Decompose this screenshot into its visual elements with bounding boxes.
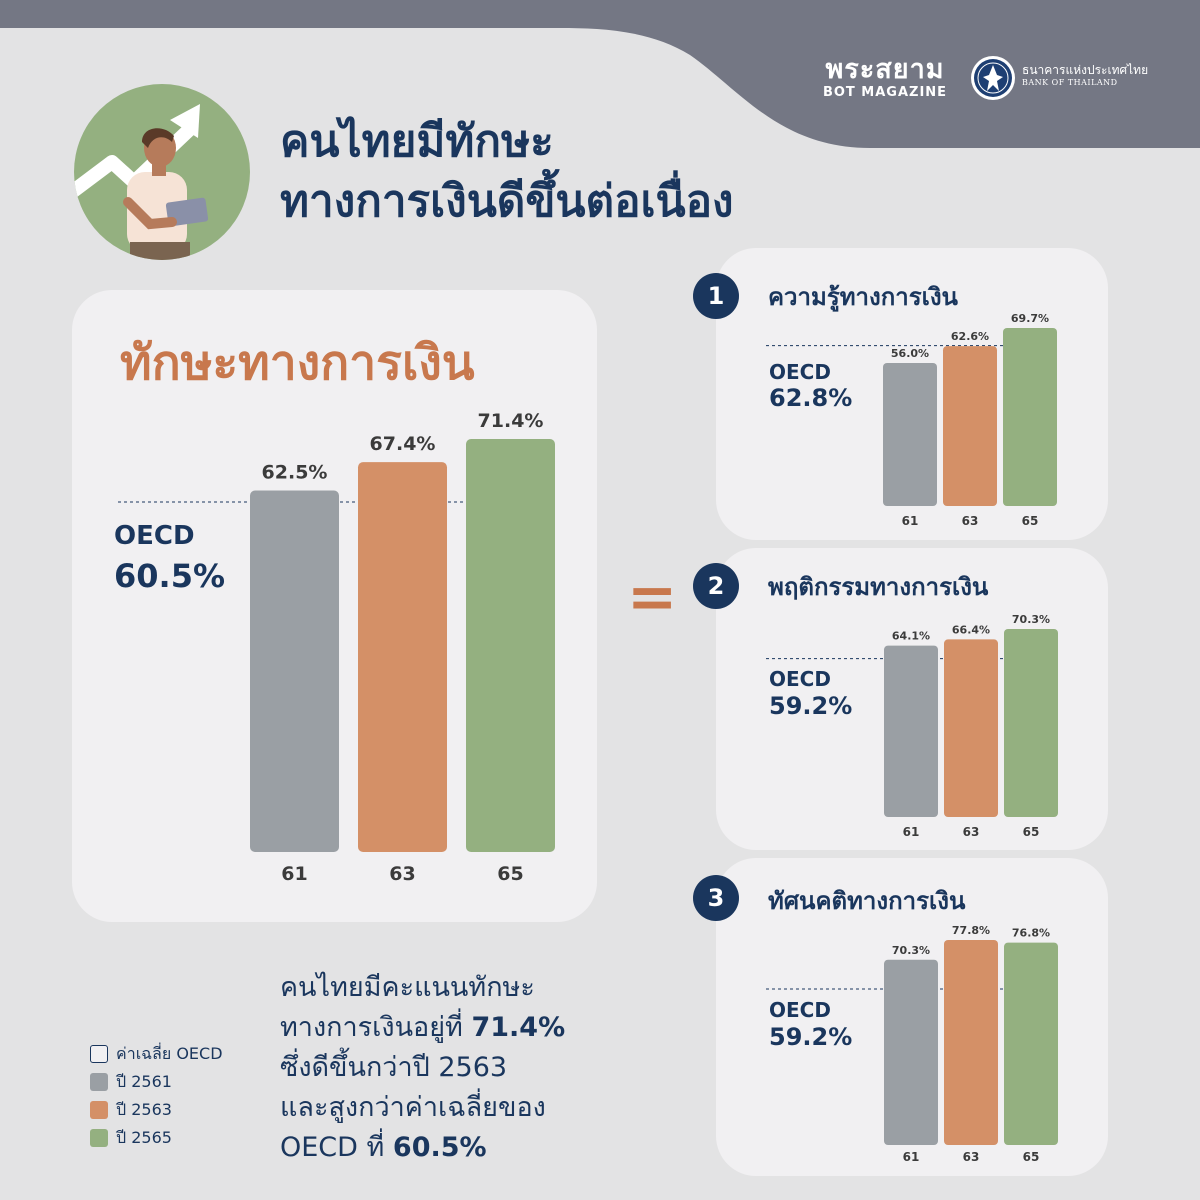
legend-label-oecd: ค่าเฉลี่ย OECD — [116, 1043, 223, 1063]
header-band-shape — [0, 0, 1200, 148]
header-band — [0, 0, 1200, 148]
main-chart-heading: ทักษะทางการเงิน — [120, 335, 475, 391]
data-label-63: 77.8% — [952, 924, 990, 937]
bar-63 — [944, 639, 998, 817]
x-tick-61: 61 — [902, 514, 919, 528]
person-growth-icon — [74, 84, 250, 260]
number-badge-3: 3 — [693, 875, 739, 921]
brand-en: BOT MAGAZINE — [822, 85, 948, 100]
brand-thai: พระสยาม — [825, 54, 945, 85]
oecd-value: 59.2% — [769, 692, 852, 720]
summary-line-3: ซึ่งดีขึ้นกว่าปี 2563 — [280, 1052, 508, 1083]
oecd-value: 62.8% — [769, 384, 852, 412]
data-label-65: 71.4% — [478, 410, 544, 432]
legend: ค่าเฉลี่ย OECD ปี 2561 ปี 2563 ปี 2565 — [90, 1040, 223, 1152]
legend-item-oecd: ค่าเฉลี่ย OECD — [90, 1040, 223, 1068]
page-title: คนไทยมีทักษะ ทางการเงินดีขึ้นต่อเนื่อง — [280, 112, 734, 232]
bank-name-en: BANK OF THAILAND — [1022, 78, 1118, 87]
bar-65 — [1004, 942, 1058, 1145]
legend-label-2565: ปี 2565 — [116, 1127, 172, 1147]
data-label-63: 67.4% — [370, 433, 436, 455]
main-bar-chart: OECD 60.5% 62.5% 61 67.4% 63 71.4% 65 — [114, 410, 556, 885]
oecd-value: 60.5% — [114, 557, 225, 595]
bar-65 — [1004, 629, 1058, 817]
x-tick-61: 61 — [903, 1150, 920, 1164]
data-label-65: 70.3% — [1012, 613, 1050, 626]
oecd-label: OECD — [114, 521, 195, 551]
summary-line-4: และสูงกว่าค่าเฉลี่ยของ — [280, 1092, 546, 1123]
sub-chart-title-3: ทัศนคติทางการเงิน — [768, 887, 966, 915]
summary-line-2: ทางการเงินอยู่ที่ 71.4% — [280, 1008, 565, 1048]
number-badge-1: 1 — [693, 273, 739, 319]
x-tick-65: 65 — [1023, 1150, 1040, 1164]
summary-line-2-text: ทางการเงินอยู่ที่ — [280, 1012, 472, 1043]
bank-seal-icon — [971, 56, 1015, 100]
data-label-61: 62.5% — [262, 461, 328, 483]
bar-61 — [883, 362, 937, 506]
bank-name-thai: ธนาคารแห่งประเทศไทย — [1022, 63, 1149, 77]
x-tick-63: 63 — [389, 863, 415, 885]
title-line-1: คนไทยมีทักษะ — [280, 116, 554, 167]
bar-63 — [944, 940, 998, 1145]
data-label-65: 69.7% — [1011, 312, 1049, 325]
bar-61 — [884, 645, 938, 817]
bar-61 — [250, 490, 339, 852]
summary-line-5-text: OECD ที่ — [280, 1132, 393, 1163]
number-badge-2: 2 — [693, 563, 739, 609]
sub-chart-title-1: ความรู้ทางการเงิน — [768, 283, 958, 311]
data-label-63: 62.6% — [951, 330, 989, 343]
legend-swatch-2565 — [90, 1129, 108, 1147]
legend-label-2561: ปี 2561 — [116, 1071, 172, 1091]
brand-logo: พระสยาม BOT MAGAZINE — [800, 54, 970, 101]
x-tick-63: 63 — [963, 1150, 980, 1164]
data-label-61: 70.3% — [892, 944, 930, 957]
title-line-2: ทางการเงินดีขึ้นต่อเนื่อง — [280, 176, 734, 227]
x-tick-63: 63 — [962, 514, 979, 528]
bar-65 — [1003, 328, 1057, 506]
oecd-label: OECD — [769, 360, 831, 384]
bar-63 — [358, 462, 447, 852]
bar-61 — [884, 959, 938, 1145]
summary-line-5: OECD ที่ 60.5% — [280, 1128, 565, 1168]
data-label-65: 76.8% — [1012, 927, 1050, 940]
x-tick-65: 65 — [1023, 825, 1040, 839]
equals-sign: = — [627, 562, 678, 632]
legend-swatch-2563 — [90, 1101, 108, 1119]
summary-text: คนไทยมีคะแนนทักษะ ทางการเงินอยู่ที่ 71.4… — [280, 968, 565, 1168]
data-label-63: 66.4% — [952, 623, 990, 636]
oecd-label: OECD — [769, 998, 831, 1022]
legend-label-2563: ปี 2563 — [116, 1099, 172, 1119]
bar-65 — [466, 439, 555, 852]
bar-63 — [943, 346, 997, 506]
sub-chart-title-2: พฤติกรรมทางการเงิน — [768, 573, 989, 601]
oecd-label: OECD — [769, 667, 831, 691]
oecd-value: 59.2% — [769, 1023, 852, 1051]
data-label-61: 56.0% — [891, 347, 929, 360]
x-tick-61: 61 — [903, 825, 920, 839]
x-tick-61: 61 — [281, 863, 307, 885]
x-tick-65: 65 — [497, 863, 523, 885]
x-tick-65: 65 — [1022, 514, 1039, 528]
legend-item-2561: ปี 2561 — [90, 1068, 223, 1096]
legend-swatch-oecd — [90, 1045, 108, 1063]
summary-line-1: คนไทยมีคะแนนทักษะ — [280, 972, 535, 1003]
bank-name: ธนาคารแห่งประเทศไทย BANK OF THAILAND — [1022, 62, 1148, 87]
legend-item-2563: ปี 2563 — [90, 1096, 223, 1124]
legend-item-2565: ปี 2565 — [90, 1124, 223, 1152]
summary-highlight-score: 71.4% — [471, 1012, 566, 1043]
data-label-61: 64.1% — [892, 630, 930, 643]
legend-swatch-2561 — [90, 1073, 108, 1091]
summary-highlight-oecd: 60.5% — [392, 1132, 487, 1163]
x-tick-63: 63 — [963, 825, 980, 839]
